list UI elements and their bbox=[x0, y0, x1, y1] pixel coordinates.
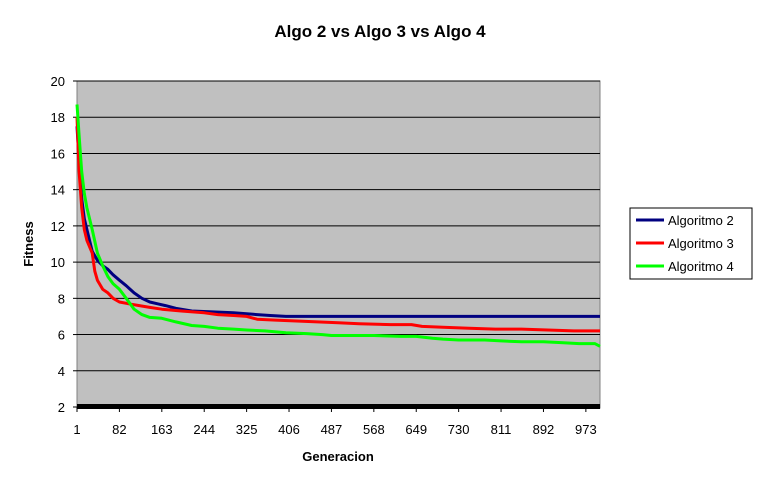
series-line-3 bbox=[75, 104, 601, 348]
x-tick-label: 811 bbox=[491, 422, 512, 437]
series-line-1 bbox=[75, 126, 600, 318]
x-tick-label: 730 bbox=[448, 422, 470, 437]
y-tick-label: 10 bbox=[51, 255, 65, 270]
y-tick-label: 16 bbox=[51, 146, 65, 161]
y-tick-label: 18 bbox=[51, 110, 65, 125]
x-tick-label: 649 bbox=[405, 422, 427, 437]
gridlines bbox=[77, 80, 600, 372]
chart-title: Algo 2 vs Algo 3 vs Algo 4 bbox=[274, 22, 486, 41]
x-tick-label: 82 bbox=[112, 422, 126, 437]
y-tick-label: 4 bbox=[58, 364, 65, 379]
y-tick-label: 14 bbox=[51, 183, 65, 198]
y-tick-label: 12 bbox=[51, 219, 65, 234]
x-axis-line bbox=[77, 404, 600, 409]
x-tick-label: 1 bbox=[73, 422, 80, 437]
x-axis-title: Generacion bbox=[302, 449, 374, 464]
x-tick-label: 244 bbox=[193, 422, 215, 437]
y-axis-title: Fitness bbox=[21, 221, 36, 267]
y-tick-label: 6 bbox=[58, 328, 65, 343]
x-tick-label: 406 bbox=[278, 422, 300, 437]
series-lines bbox=[75, 104, 601, 348]
x-tick-label: 973 bbox=[575, 422, 597, 437]
y-tick-label: 8 bbox=[58, 291, 65, 306]
x-tick-label: 568 bbox=[363, 422, 385, 437]
x-tick-label: 325 bbox=[236, 422, 258, 437]
series-line-2 bbox=[75, 117, 600, 333]
legend-label-2: Algoritmo 3 bbox=[668, 236, 734, 251]
legend-label-1: Algoritmo 2 bbox=[668, 213, 734, 228]
x-tick-label: 487 bbox=[321, 422, 343, 437]
x-tick-label: 163 bbox=[151, 422, 173, 437]
legend-label-3: Algoritmo 4 bbox=[668, 259, 734, 274]
legend: Algoritmo 2 Algoritmo 3 Algoritmo 4 bbox=[629, 207, 753, 280]
x-tick-label: 892 bbox=[533, 422, 555, 437]
y-tick-label: 2 bbox=[58, 400, 65, 415]
x-axis-ticks: 1 82 163 244 325 406 487 568 649 730 811 892 973 bbox=[73, 407, 597, 437]
y-tick-label: 20 bbox=[51, 74, 65, 89]
plot-area bbox=[76, 80, 601, 409]
y-axis-ticks: 2 4 6 8 10 12 14 16 18 20 bbox=[51, 74, 77, 415]
